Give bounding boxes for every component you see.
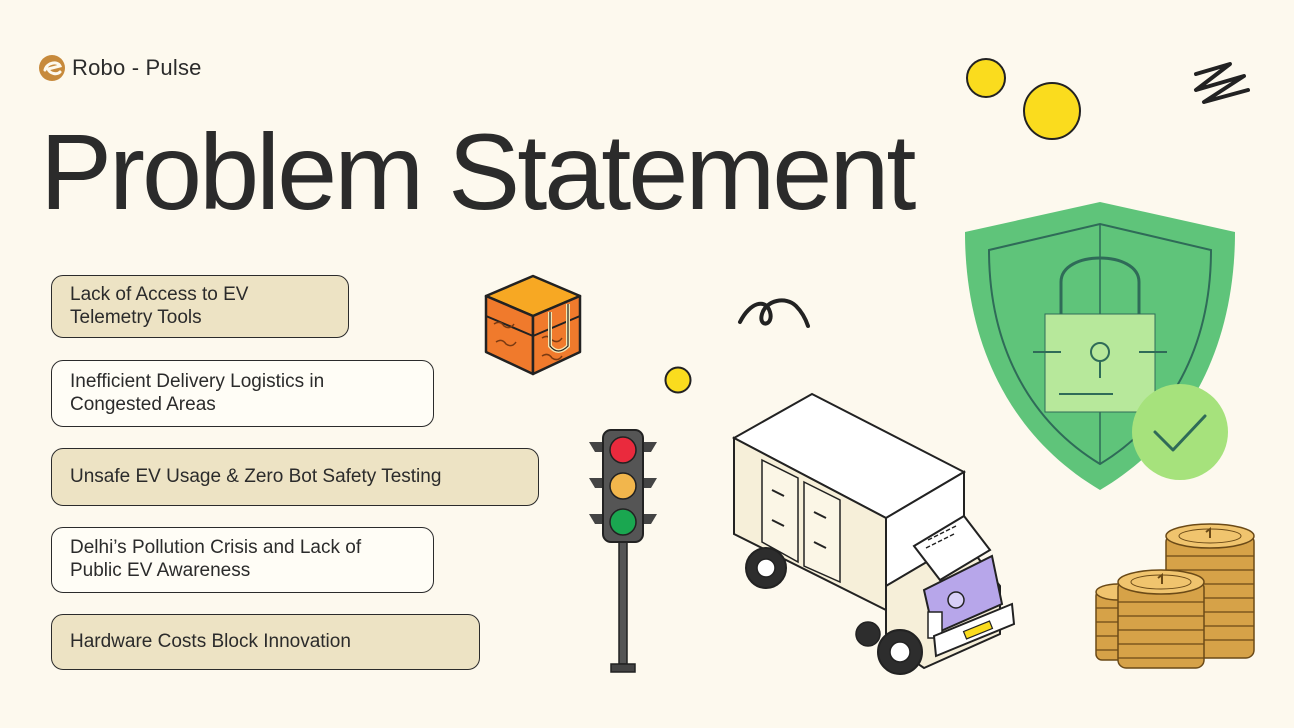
delivery-truck-icon: [731, 392, 1016, 675]
problem-item-hardware: Hardware Costs Block Innovation: [51, 614, 480, 670]
traffic-light-icon: [589, 429, 657, 673]
problem-text: Unsafe EV Usage & Zero Bot Safety Testin…: [70, 465, 442, 487]
brand-name: Robo - Pulse: [72, 55, 202, 80]
zigzag-scribble-icon: [1194, 62, 1250, 104]
problem-item-safety: Unsafe EV Usage & Zero Bot Safety Testin…: [51, 448, 539, 506]
robo-pulse-logo-icon: [39, 55, 65, 81]
problem-text: Lack of Access to EV Telemetry Tools: [70, 283, 249, 328]
page-title: Problem Statement: [40, 111, 916, 232]
problem-item-logistics: Inefficient Delivery Logistics in Conges…: [51, 360, 434, 427]
yellow-dots-icon: [966, 58, 1081, 140]
problem-text: Delhi’s Pollution Crisis and Lack of Pub…: [70, 537, 362, 581]
loop-scribble-icon: [738, 298, 810, 328]
problem-item-telemetry: Lack of Access to EV Telemetry Tools: [51, 275, 349, 338]
security-shield-icon: [965, 202, 1235, 490]
problem-item-pollution: Delhi’s Pollution Crisis and Lack of Pub…: [51, 527, 434, 593]
coin-stack-icon: [1095, 523, 1255, 669]
treasure-crate-icon: [484, 274, 582, 376]
brand: Robo - Pulse: [38, 54, 202, 82]
yellow-dot-icon: [664, 366, 692, 394]
problem-text: Inefficient Delivery Logistics in Conges…: [70, 370, 325, 415]
problem-text: Hardware Costs Block Innovation: [70, 630, 351, 652]
